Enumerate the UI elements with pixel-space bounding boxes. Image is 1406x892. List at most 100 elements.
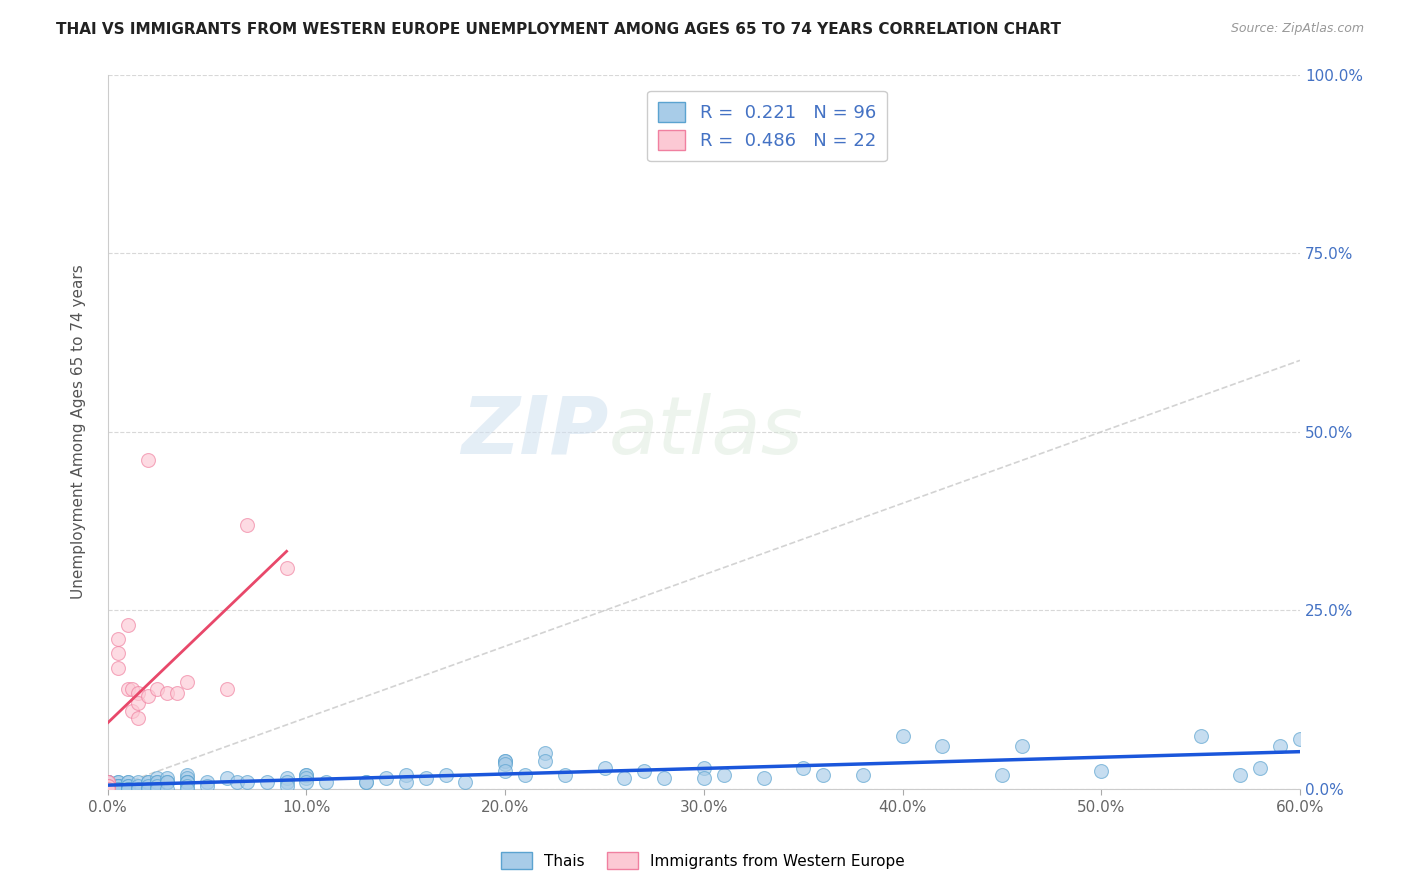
- Point: [494, 764, 516, 779]
- Point: [554, 768, 576, 782]
- Point: [136, 690, 159, 704]
- Point: [613, 772, 636, 786]
- Point: [117, 617, 139, 632]
- Point: [107, 779, 129, 793]
- Point: [107, 782, 129, 797]
- Point: [1229, 768, 1251, 782]
- Point: [931, 739, 953, 754]
- Legend: R =  0.221   N = 96, R =  0.486   N = 22: R = 0.221 N = 96, R = 0.486 N = 22: [647, 91, 887, 161]
- Point: [176, 768, 198, 782]
- Point: [295, 772, 318, 786]
- Point: [633, 764, 655, 779]
- Point: [176, 772, 198, 786]
- Point: [1090, 764, 1112, 779]
- Point: [127, 711, 149, 725]
- Point: [215, 772, 238, 786]
- Point: [146, 775, 169, 789]
- Point: [752, 772, 775, 786]
- Point: [107, 779, 129, 793]
- Point: [166, 686, 188, 700]
- Point: [195, 779, 218, 793]
- Point: [97, 775, 120, 789]
- Point: [107, 779, 129, 793]
- Point: [146, 779, 169, 793]
- Point: [97, 779, 120, 793]
- Point: [176, 675, 198, 690]
- Point: [97, 782, 120, 797]
- Point: [991, 768, 1014, 782]
- Point: [107, 779, 129, 793]
- Point: [1249, 761, 1271, 775]
- Point: [494, 754, 516, 768]
- Point: [117, 779, 139, 793]
- Point: [415, 772, 437, 786]
- Point: [127, 782, 149, 797]
- Point: [97, 775, 120, 789]
- Point: [236, 775, 259, 789]
- Point: [276, 560, 298, 574]
- Point: [117, 779, 139, 793]
- Point: [97, 775, 120, 789]
- Point: [395, 768, 418, 782]
- Point: [97, 775, 120, 789]
- Point: [226, 775, 249, 789]
- Point: [117, 682, 139, 697]
- Point: [121, 682, 143, 697]
- Point: [117, 775, 139, 789]
- Point: [295, 775, 318, 789]
- Point: [652, 772, 675, 786]
- Point: [136, 453, 159, 467]
- Point: [127, 697, 149, 711]
- Point: [693, 761, 716, 775]
- Point: [136, 775, 159, 789]
- Point: [1268, 739, 1291, 754]
- Point: [176, 775, 198, 789]
- Point: [107, 646, 129, 660]
- Point: [117, 782, 139, 797]
- Point: [434, 768, 457, 782]
- Point: [513, 768, 536, 782]
- Point: [107, 660, 129, 674]
- Point: [693, 772, 716, 786]
- Point: [176, 775, 198, 789]
- Point: [276, 779, 298, 793]
- Point: [236, 517, 259, 532]
- Point: [534, 747, 557, 761]
- Point: [276, 772, 298, 786]
- Y-axis label: Unemployment Among Ages 65 to 74 years: Unemployment Among Ages 65 to 74 years: [72, 264, 86, 599]
- Point: [156, 686, 179, 700]
- Point: [117, 782, 139, 797]
- Point: [534, 754, 557, 768]
- Point: [97, 779, 120, 793]
- Point: [127, 775, 149, 789]
- Point: [354, 775, 377, 789]
- Point: [315, 775, 337, 789]
- Point: [176, 779, 198, 793]
- Point: [852, 768, 875, 782]
- Point: [97, 775, 120, 789]
- Point: [256, 775, 278, 789]
- Point: [107, 782, 129, 797]
- Point: [276, 775, 298, 789]
- Legend: Thais, Immigrants from Western Europe: Thais, Immigrants from Western Europe: [495, 846, 911, 875]
- Point: [891, 729, 914, 743]
- Point: [127, 686, 149, 700]
- Point: [176, 782, 198, 797]
- Point: [156, 775, 179, 789]
- Point: [811, 768, 834, 782]
- Point: [127, 779, 149, 793]
- Point: [792, 761, 814, 775]
- Point: [107, 775, 129, 789]
- Point: [146, 772, 169, 786]
- Point: [454, 775, 477, 789]
- Point: [121, 704, 143, 718]
- Point: [295, 768, 318, 782]
- Point: [97, 779, 120, 793]
- Point: [136, 775, 159, 789]
- Point: [156, 782, 179, 797]
- Point: [107, 632, 129, 646]
- Point: [97, 782, 120, 797]
- Point: [1189, 729, 1212, 743]
- Point: [156, 775, 179, 789]
- Point: [107, 775, 129, 789]
